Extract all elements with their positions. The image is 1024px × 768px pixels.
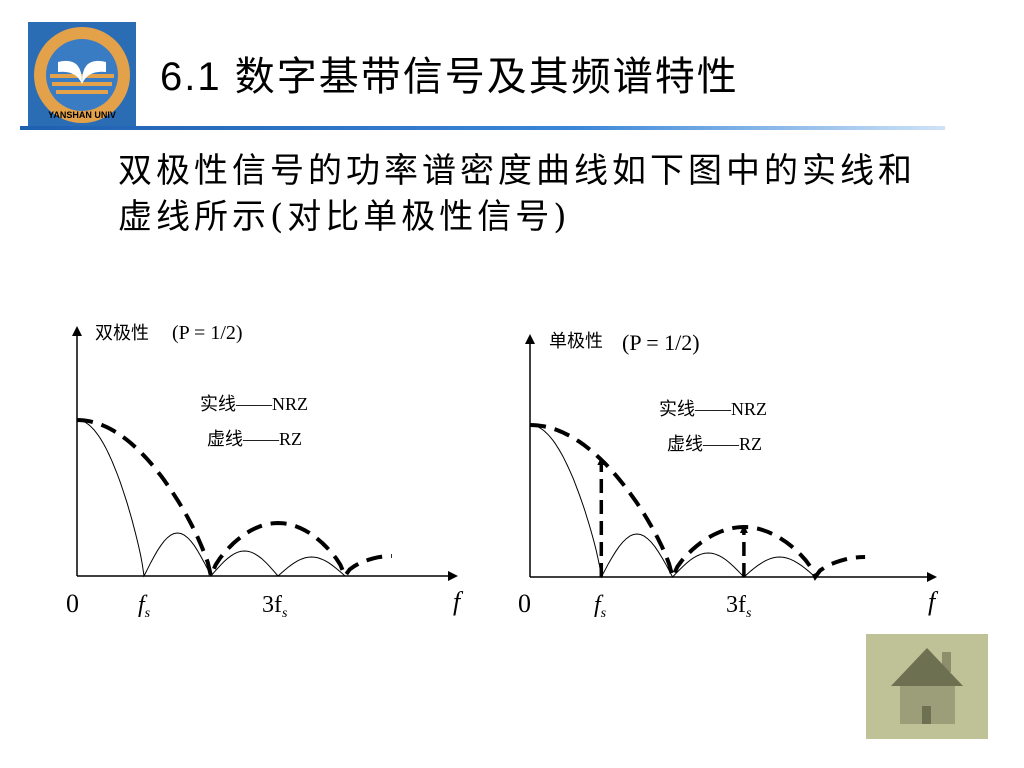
axis-label-f: f — [928, 587, 939, 616]
body-text: 双极性信号的功率谱密度曲线如下图中的实线和虚线所示(对比单极性信号) — [118, 151, 916, 237]
axis-label-f: f — [453, 587, 464, 616]
tick-origin: 0 — [518, 589, 531, 618]
fig-param: (P = 1/2) — [622, 330, 700, 355]
university-logo: YANSHAN UNIV — [28, 22, 136, 128]
title-divider — [20, 126, 945, 130]
nrz-curve — [529, 424, 816, 579]
unipolar-psd-diagram: 单极性 (P = 1/2) 实线——NRZ 虚线——RZ 0 fs 3fs f — [518, 330, 939, 621]
fig-label: 双极性 — [95, 323, 149, 343]
bipolar-psd-diagram: 双极性 (P = 1/2) 实线——NRZ 虚线——RZ 0 fs 3fs f — [66, 322, 464, 621]
slide-title: 6.1 数字基带信号及其频谱特性 — [160, 55, 739, 99]
home-icon — [891, 648, 963, 724]
fig-label: 单极性 — [549, 331, 603, 351]
tick-fs: fs — [594, 592, 607, 621]
legend-dashed: 虚线——RZ — [667, 434, 762, 454]
legend-dashed: 虚线——RZ — [207, 429, 302, 449]
tick-origin: 0 — [66, 589, 79, 618]
rz-curve — [529, 423, 866, 583]
fig-param: (P = 1/2) — [172, 322, 243, 344]
tick-3fs: 3fs — [726, 592, 752, 621]
legend-solid: 实线——NRZ — [200, 394, 308, 414]
nrz-curve — [76, 419, 346, 578]
legend-solid: 实线——NRZ — [659, 399, 767, 419]
tick-fs: fs — [138, 592, 151, 621]
tick-3fs: 3fs — [262, 592, 288, 621]
svg-text:YANSHAN UNIV: YANSHAN UNIV — [48, 110, 116, 120]
home-button[interactable] — [866, 634, 988, 739]
